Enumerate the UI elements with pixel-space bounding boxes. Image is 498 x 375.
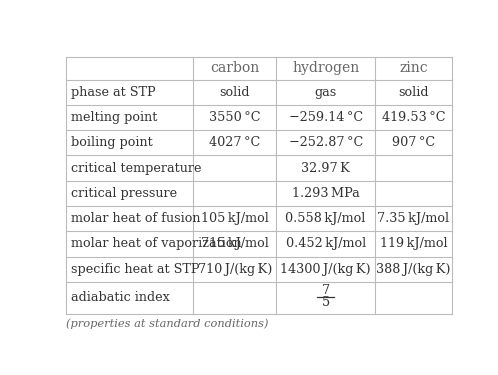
Text: 907 °C: 907 °C bbox=[392, 136, 435, 149]
Text: phase at STP: phase at STP bbox=[71, 86, 156, 99]
Text: solid: solid bbox=[220, 86, 250, 99]
Text: hydrogen: hydrogen bbox=[292, 61, 359, 75]
Text: 3550 °C: 3550 °C bbox=[209, 111, 261, 124]
Text: 5: 5 bbox=[322, 296, 330, 309]
Text: boiling point: boiling point bbox=[71, 136, 153, 149]
Text: adiabatic index: adiabatic index bbox=[71, 291, 170, 304]
Text: 7: 7 bbox=[322, 284, 330, 297]
Text: zinc: zinc bbox=[399, 61, 428, 75]
Text: 715 kJ/mol: 715 kJ/mol bbox=[201, 237, 269, 250]
Text: (properties at standard conditions): (properties at standard conditions) bbox=[66, 319, 268, 329]
Text: 4027 °C: 4027 °C bbox=[209, 136, 260, 149]
Text: solid: solid bbox=[398, 86, 429, 99]
Text: −252.87 °C: −252.87 °C bbox=[288, 136, 363, 149]
Text: 388 J/(kg K): 388 J/(kg K) bbox=[376, 263, 451, 276]
Text: 710 J/(kg K): 710 J/(kg K) bbox=[198, 263, 272, 276]
Text: 419.53 °C: 419.53 °C bbox=[381, 111, 445, 124]
Text: 14300 J/(kg K): 14300 J/(kg K) bbox=[280, 263, 371, 276]
Text: −259.14 °C: −259.14 °C bbox=[289, 111, 363, 124]
Text: 0.558 kJ/mol: 0.558 kJ/mol bbox=[285, 212, 366, 225]
Text: 105 kJ/mol: 105 kJ/mol bbox=[201, 212, 269, 225]
Text: 119 kJ/mol: 119 kJ/mol bbox=[379, 237, 447, 250]
Text: molar heat of fusion: molar heat of fusion bbox=[71, 212, 201, 225]
Text: melting point: melting point bbox=[71, 111, 157, 124]
Text: carbon: carbon bbox=[210, 61, 259, 75]
Text: specific heat at STP: specific heat at STP bbox=[71, 263, 200, 276]
Text: critical pressure: critical pressure bbox=[71, 187, 177, 200]
Text: 7.35 kJ/mol: 7.35 kJ/mol bbox=[377, 212, 450, 225]
Text: 0.452 kJ/mol: 0.452 kJ/mol bbox=[285, 237, 366, 250]
Text: molar heat of vaporization: molar heat of vaporization bbox=[71, 237, 242, 250]
Text: gas: gas bbox=[315, 86, 337, 99]
Text: 32.97 K: 32.97 K bbox=[301, 162, 350, 175]
Text: critical temperature: critical temperature bbox=[71, 162, 202, 175]
Text: 1.293 MPa: 1.293 MPa bbox=[292, 187, 360, 200]
